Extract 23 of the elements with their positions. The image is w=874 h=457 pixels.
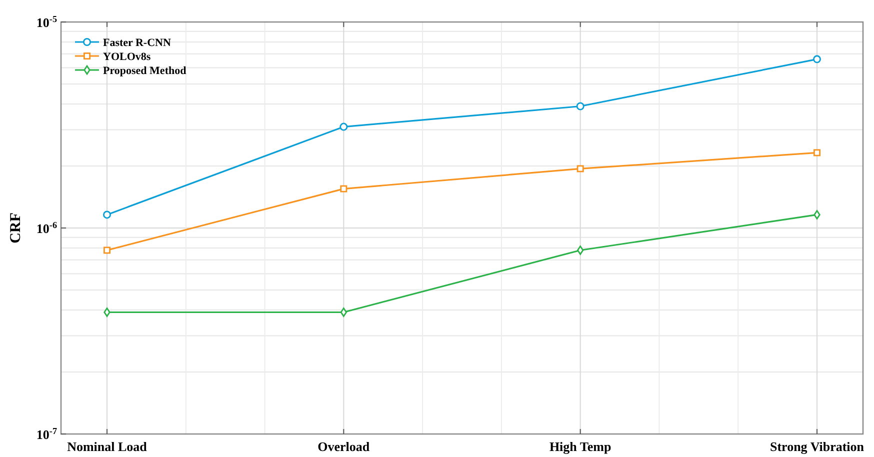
legend-label: YOLOv8s xyxy=(103,51,152,63)
point xyxy=(103,246,111,254)
legend-label: Faster R-CNN xyxy=(103,37,171,49)
y-tick-label: 10$^{-5}$ xyxy=(36,14,58,30)
y-tick-label: 10$^{-7}$ xyxy=(36,426,58,442)
point xyxy=(813,149,821,156)
point xyxy=(813,55,821,64)
point xyxy=(340,308,348,317)
x-tick-label: High Temp xyxy=(549,439,612,454)
point xyxy=(103,210,111,219)
point xyxy=(814,210,820,220)
point xyxy=(104,308,110,317)
legend-label: Proposed Method xyxy=(103,65,186,77)
point xyxy=(576,165,584,172)
point xyxy=(576,246,584,255)
y-axis-title: CRF xyxy=(8,212,24,244)
point xyxy=(576,102,584,110)
point xyxy=(340,122,348,131)
x-tick-label: Nominal Load xyxy=(67,439,148,454)
point xyxy=(340,185,348,192)
x-tick-label: Overload xyxy=(318,439,370,454)
x-tick-label: Strong Vibration xyxy=(770,439,865,454)
y-tick-label: 10$^{-6}$ xyxy=(36,220,58,236)
